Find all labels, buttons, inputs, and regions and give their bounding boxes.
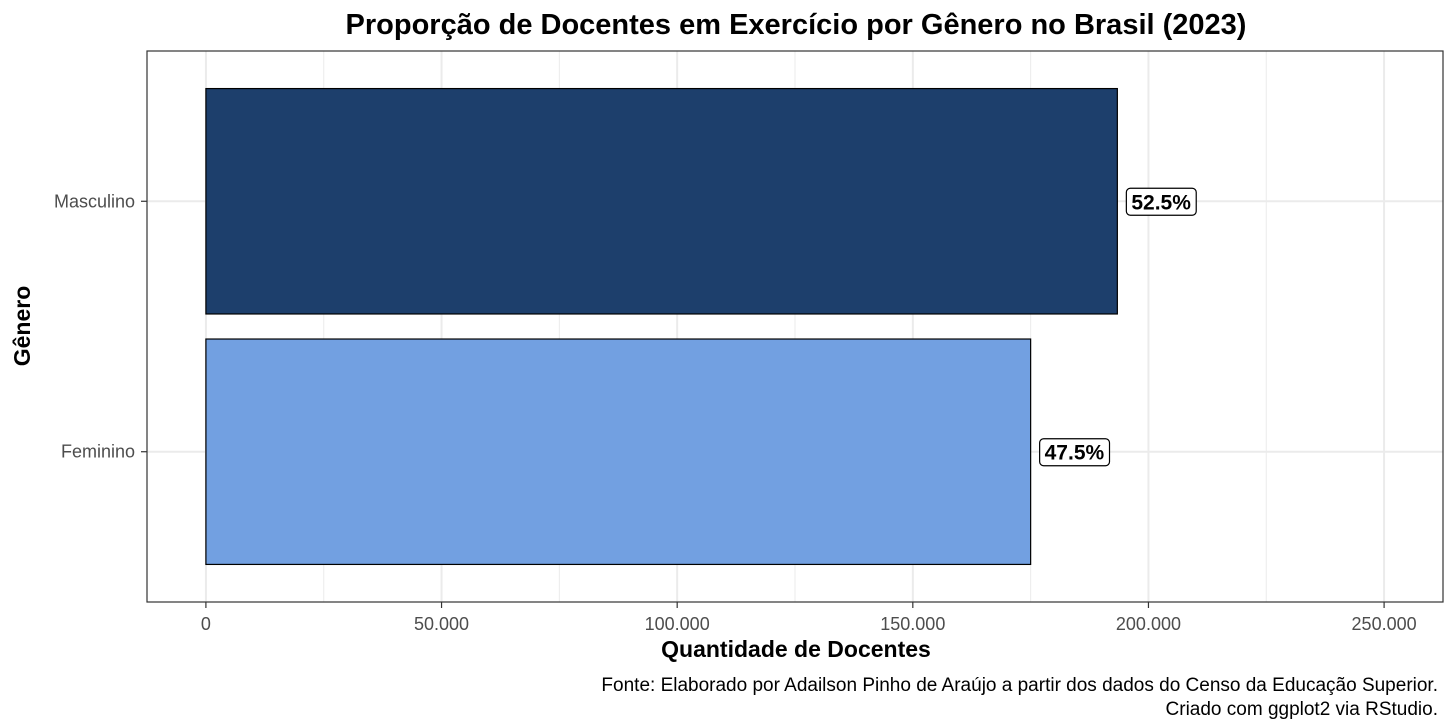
y-axis-title: Gênero	[9, 286, 35, 367]
y-tick-label-feminino: Feminino	[61, 442, 135, 462]
x-tick-label: 100.000	[645, 614, 710, 634]
caption-credit: Criado com ggplot2 via RStudio.	[1166, 699, 1438, 720]
data-labels: 52.5% 47.5%	[1039, 187, 1197, 467]
data-label-feminino: 47.5%	[1039, 438, 1111, 467]
data-label-box	[1039, 438, 1111, 467]
caption-source: Fonte: Elaborado por Adailson Pinho de A…	[601, 675, 1438, 696]
y-axis: Masculino Feminino	[54, 191, 147, 462]
x-tick-label: 150.000	[880, 614, 945, 634]
data-label-text: 52.5%	[1131, 191, 1191, 214]
x-tick-label: 50.000	[414, 614, 469, 634]
data-label-box	[1125, 187, 1197, 216]
x-axis-title: Quantidade de Docentes	[661, 636, 931, 662]
data-label-text: 47.5%	[1045, 442, 1105, 465]
x-tick-label: 200.000	[1116, 614, 1181, 634]
x-tick-label: 0	[201, 614, 211, 634]
x-axis: 0 50.000 100.000 150.000 200.000 250.000	[201, 602, 1417, 634]
bars	[205, 87, 1118, 566]
x-tick-label: 250.000	[1352, 614, 1417, 634]
bar-masculino	[205, 87, 1118, 315]
y-tick-label-masculino: Masculino	[54, 191, 135, 211]
plot-panel-border	[146, 50, 1444, 603]
chart-title: Proporção de Docentes em Exercício por G…	[346, 9, 1247, 41]
data-label-masculino: 52.5%	[1125, 187, 1197, 216]
bar-feminino	[205, 338, 1032, 566]
